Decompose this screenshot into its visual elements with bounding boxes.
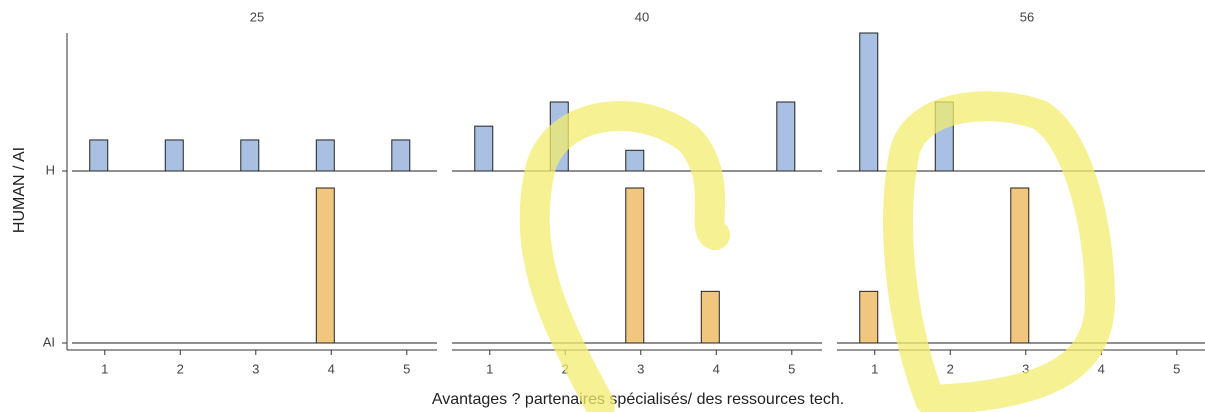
bar bbox=[240, 139, 260, 172]
bar bbox=[625, 187, 645, 344]
x-tick-label: 4 bbox=[1098, 361, 1105, 376]
highlight-loop bbox=[519, 101, 730, 412]
bar bbox=[700, 290, 720, 344]
bar bbox=[859, 32, 879, 172]
y-axis-label: HUMAN / AI bbox=[11, 147, 28, 233]
y-tick-label: H bbox=[46, 162, 55, 177]
bar bbox=[164, 139, 184, 172]
panel-title: 56 bbox=[1020, 9, 1034, 24]
x-tick-label: 4 bbox=[328, 361, 335, 376]
bar bbox=[315, 187, 335, 344]
x-tick-label: 5 bbox=[403, 361, 410, 376]
x-tick-label: 5 bbox=[1173, 361, 1180, 376]
x-tick-label: 3 bbox=[1022, 361, 1029, 376]
x-tick-label: 2 bbox=[947, 361, 954, 376]
panel-title: 40 bbox=[635, 9, 649, 24]
x-tick-label: 1 bbox=[871, 361, 878, 376]
x-axis-label: Avantages ? partenaires spécialisés/ des… bbox=[432, 391, 844, 408]
x-tick-label: 1 bbox=[101, 361, 108, 376]
x-tick-label: 3 bbox=[252, 361, 259, 376]
bar bbox=[776, 101, 796, 172]
bar bbox=[474, 125, 494, 172]
x-tick-label: 1 bbox=[486, 361, 493, 376]
x-tick-label: 3 bbox=[637, 361, 644, 376]
bar bbox=[859, 290, 879, 344]
bar bbox=[625, 149, 645, 172]
x-tick-label: 4 bbox=[713, 361, 720, 376]
y-tick-label: AI bbox=[43, 334, 55, 349]
bar bbox=[315, 139, 335, 172]
bar bbox=[89, 139, 109, 172]
highlight-loop bbox=[883, 91, 1116, 412]
panel-title: 25 bbox=[250, 9, 264, 24]
highlights bbox=[519, 91, 1116, 412]
bar bbox=[391, 139, 411, 172]
x-tick-label: 2 bbox=[177, 361, 184, 376]
x-tick-label: 5 bbox=[788, 361, 795, 376]
bar bbox=[1010, 187, 1030, 344]
